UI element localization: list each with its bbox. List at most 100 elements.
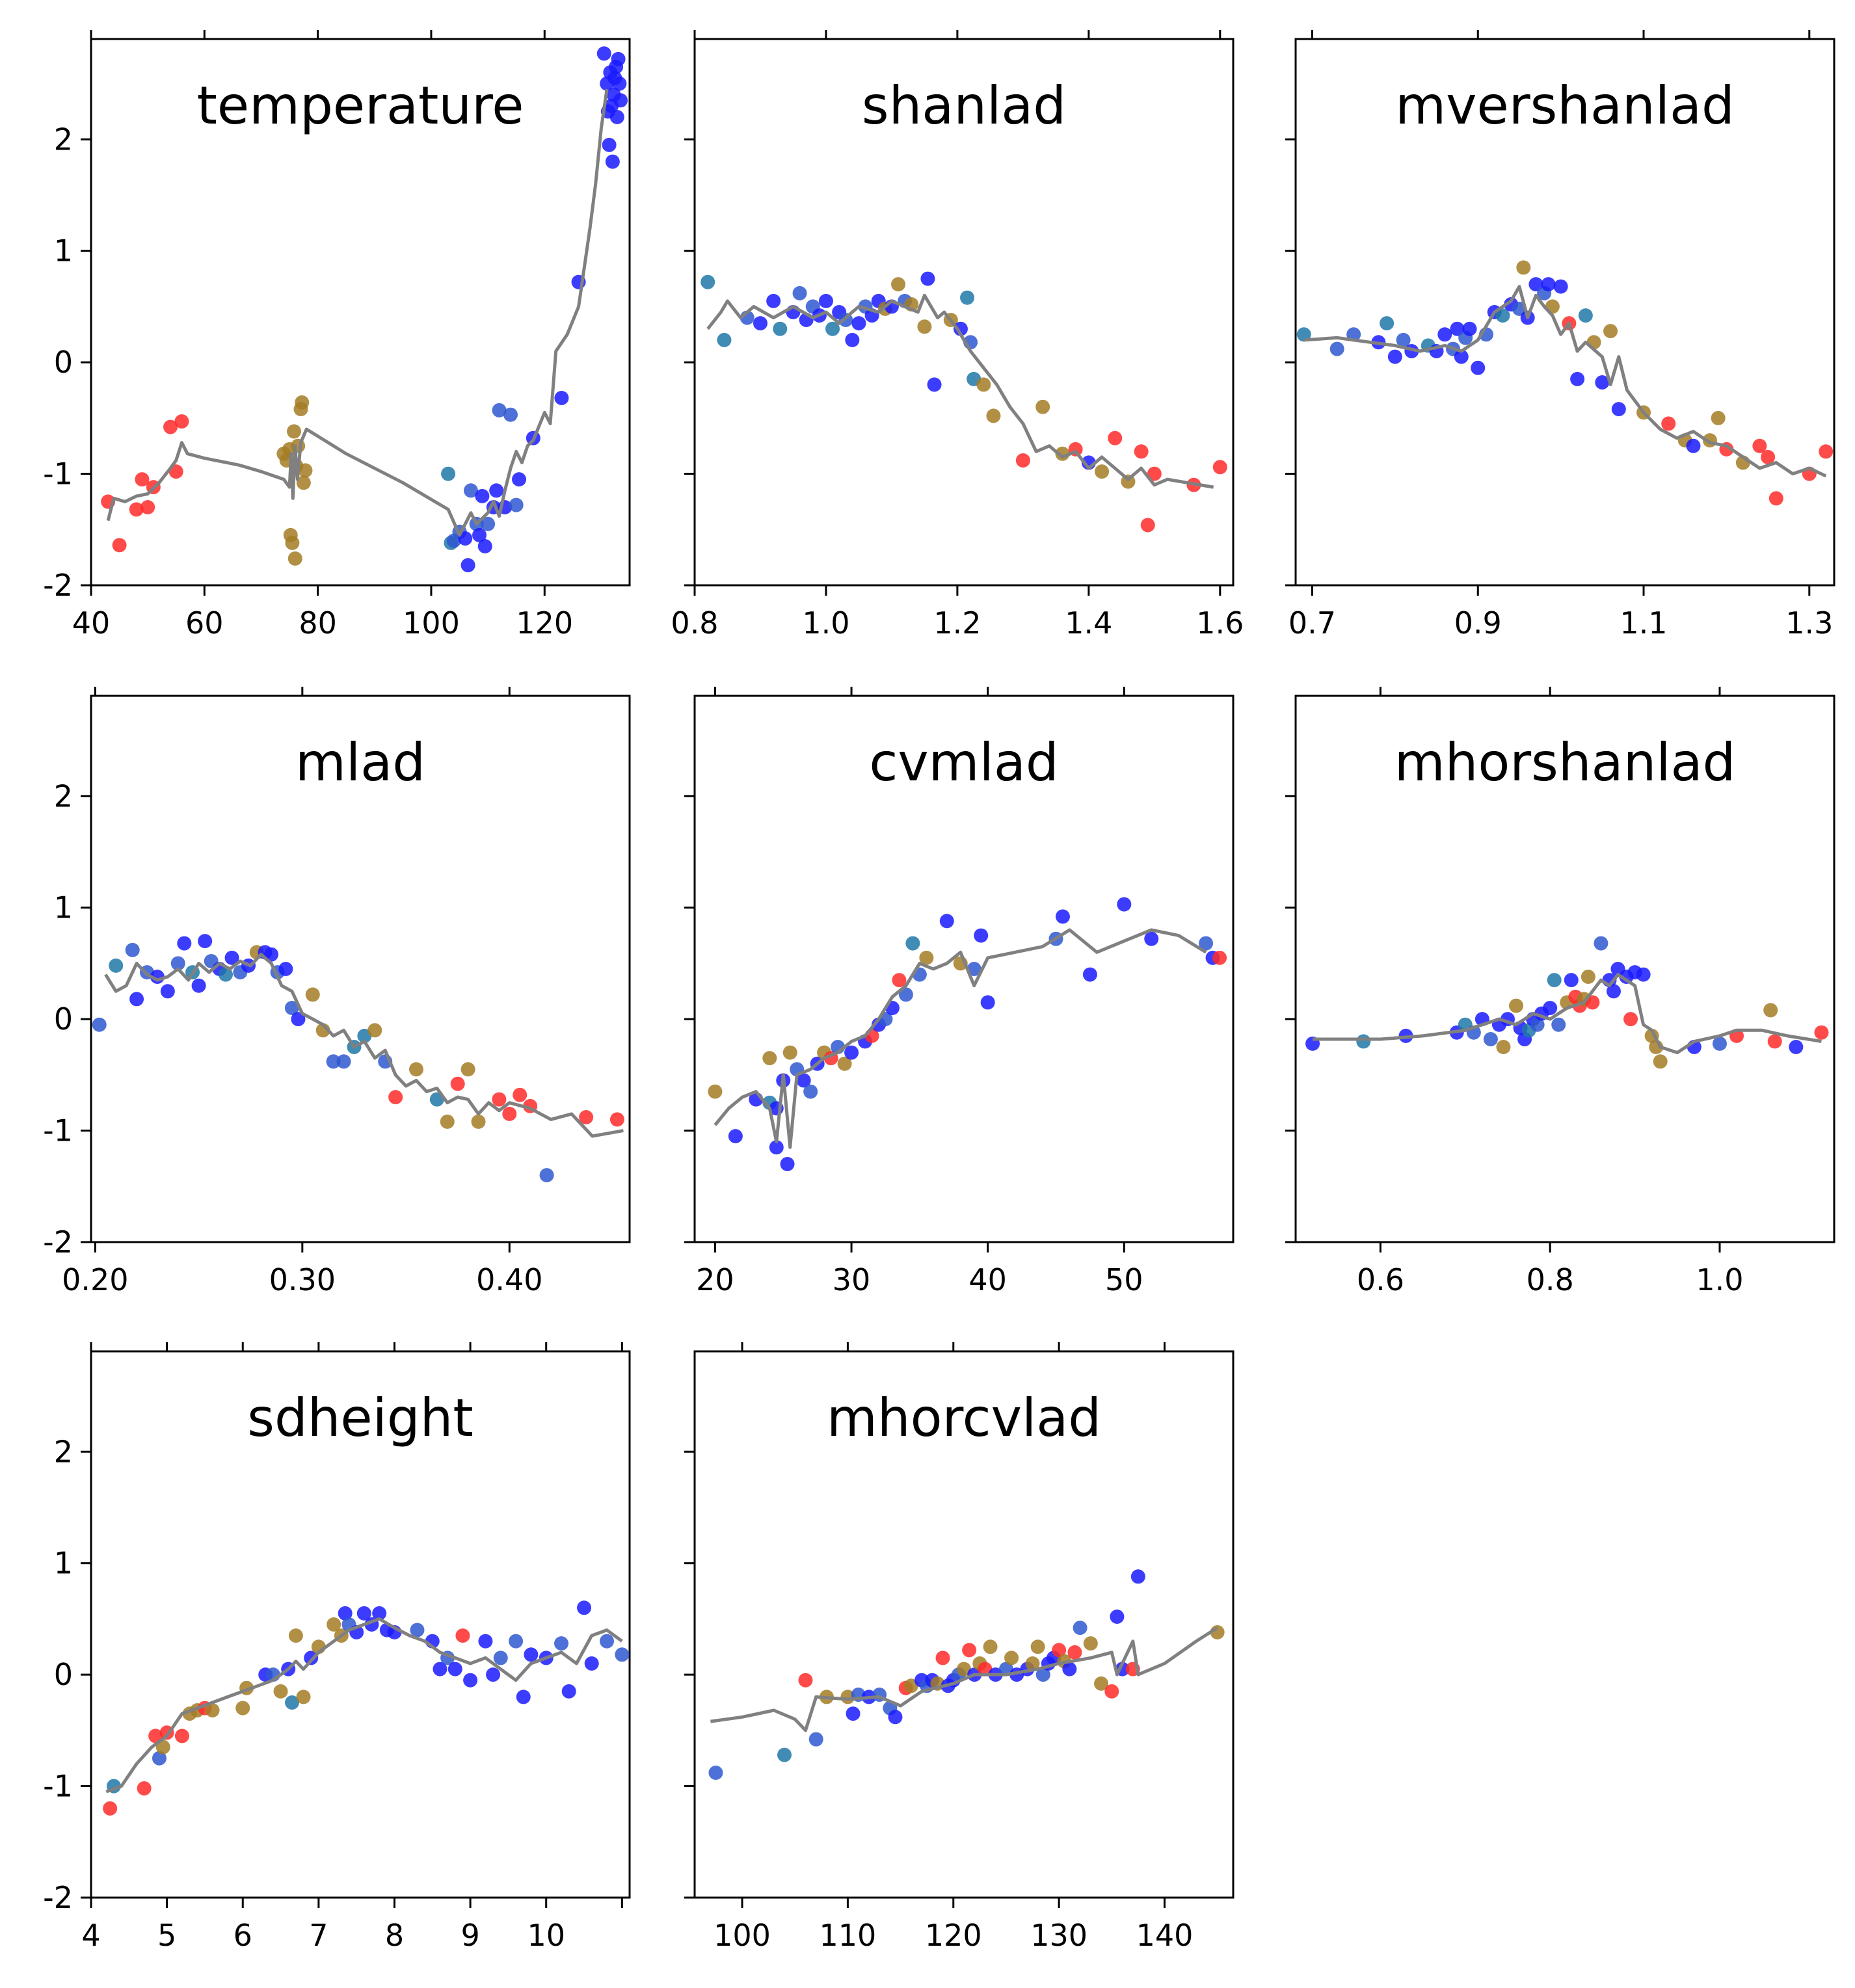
data-point <box>1110 1610 1125 1624</box>
data-point <box>163 419 178 434</box>
data-point <box>492 403 507 417</box>
data-point <box>103 1801 118 1816</box>
data-point <box>273 1684 288 1699</box>
data-point <box>1015 453 1030 468</box>
data-point <box>1396 332 1411 347</box>
trend-line <box>710 1626 1218 1732</box>
data-point <box>296 475 311 490</box>
data-point <box>903 1678 918 1693</box>
data-point <box>1082 967 1097 982</box>
data-point <box>1147 466 1162 481</box>
x-tick-label: 100 <box>714 1918 771 1953</box>
data-point <box>782 1045 797 1060</box>
data-point <box>579 1110 594 1124</box>
data-point <box>980 995 995 1010</box>
data-point <box>605 154 620 169</box>
panel-title: cvmlad <box>869 732 1058 793</box>
data-point <box>455 1628 470 1643</box>
data-point <box>1055 909 1070 924</box>
data-point <box>509 1634 524 1649</box>
x-tick-label: 20 <box>696 1262 734 1297</box>
x-tick-label: 120 <box>516 605 573 641</box>
data-point <box>433 1662 447 1677</box>
data-point <box>717 332 732 347</box>
data-point <box>1130 1569 1145 1584</box>
data-point <box>1095 464 1110 479</box>
data-point <box>1761 449 1776 464</box>
data-point <box>137 1781 152 1796</box>
data-point <box>1356 1034 1371 1049</box>
data-point <box>1117 897 1132 912</box>
data-point <box>609 110 624 124</box>
data-point <box>554 1636 569 1651</box>
data-point <box>1094 1676 1109 1691</box>
data-point <box>92 1017 107 1032</box>
x-tick-label: 100 <box>403 605 460 641</box>
data-point <box>825 321 840 336</box>
data-point <box>509 497 524 512</box>
data-point <box>1437 327 1452 342</box>
data-point <box>1004 1650 1019 1665</box>
panel-title: mhorcvlad <box>827 1388 1101 1448</box>
data-point <box>191 978 206 993</box>
data-point <box>818 293 833 308</box>
data-point <box>796 1073 811 1088</box>
data-point <box>584 1656 599 1671</box>
data-point <box>1134 444 1149 459</box>
data-point <box>152 1751 167 1766</box>
trend-line <box>106 88 609 537</box>
data-point <box>927 377 942 392</box>
data-point <box>1661 416 1676 431</box>
y-tick-label: 2 <box>54 122 73 157</box>
data-point <box>708 1766 723 1780</box>
data-point <box>372 1606 387 1621</box>
plot-frame <box>1294 695 1835 1243</box>
data-point <box>288 1628 303 1643</box>
data-point <box>1509 998 1524 1013</box>
data-point <box>450 1076 465 1091</box>
data-point <box>471 1114 486 1129</box>
data-point <box>978 1662 993 1677</box>
data-point <box>919 950 934 965</box>
y-tick-label: -1 <box>43 1769 73 1804</box>
x-tick-label: 0.20 <box>62 1262 128 1297</box>
data-point <box>1387 349 1402 364</box>
x-tick-label: 130 <box>1030 1918 1088 1953</box>
y-tick-label: 0 <box>54 345 73 380</box>
y-tick-label: 2 <box>54 778 73 814</box>
panel-title: temperature <box>197 75 524 136</box>
data-point <box>1516 260 1531 275</box>
data-point <box>596 46 611 61</box>
data-point <box>957 1662 971 1677</box>
y-tick-label: -2 <box>43 1225 73 1260</box>
data-point <box>905 936 920 951</box>
data-point <box>1564 973 1579 988</box>
data-point <box>524 1647 539 1662</box>
x-tick-label: 110 <box>820 1918 877 1953</box>
data-point <box>701 274 715 289</box>
data-point <box>440 1114 455 1129</box>
data-point <box>612 76 627 91</box>
data-point <box>148 1729 163 1743</box>
plot-frame <box>693 1350 1234 1899</box>
data-point <box>609 1112 624 1127</box>
data-point <box>766 293 781 308</box>
data-point <box>917 319 932 334</box>
data-point <box>1144 931 1159 946</box>
data-point <box>845 332 860 347</box>
data-point <box>615 1647 630 1662</box>
data-point <box>1595 375 1610 390</box>
data-point <box>1606 984 1621 999</box>
data-point <box>477 539 492 553</box>
data-point <box>296 1690 311 1704</box>
data-point <box>1585 995 1600 1010</box>
data-point <box>264 947 279 962</box>
trend-line <box>1303 285 1827 478</box>
data-point <box>512 472 527 487</box>
data-point <box>1104 1684 1119 1699</box>
data-point <box>287 424 302 439</box>
data-point <box>298 463 313 478</box>
data-point <box>920 271 935 286</box>
panel-title: shanlad <box>862 75 1066 136</box>
data-point <box>1541 277 1556 292</box>
